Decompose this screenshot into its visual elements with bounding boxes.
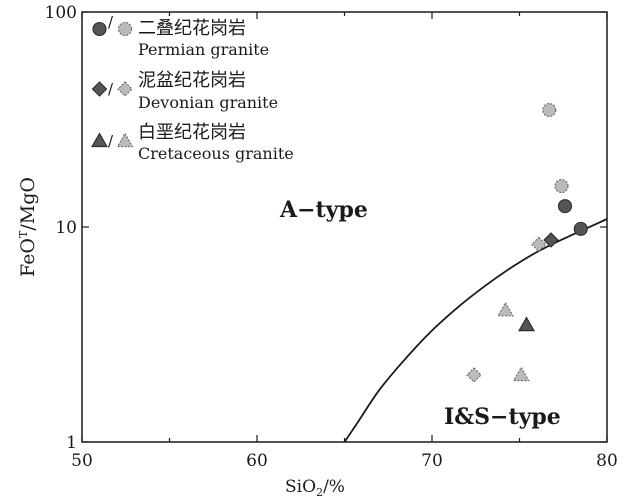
a-type-label: A−type [279, 197, 368, 223]
legend-sep-2: / [108, 80, 114, 98]
diamond-point-light [530, 236, 547, 253]
y-axis-title: FeOT/MgO [17, 177, 39, 277]
y-axis-title-sup: T [17, 230, 30, 238]
legend-sep-1: / [108, 13, 114, 31]
a-type-boundary-curve [343, 218, 608, 443]
legend: / / / 二叠纪花岗岩 Permian granite 泥盆纪花岗岩 Devo… [91, 13, 294, 163]
legend-circle-dark [92, 21, 107, 37]
x-axis-title-tail: /% [323, 477, 345, 497]
legend-circle-light [117, 21, 133, 37]
legend-cretaceous-en: Cretaceous granite [138, 144, 294, 163]
x-tick-label: 60 [246, 451, 268, 471]
circle-point-dark [557, 199, 573, 214]
x-tick-label: 70 [421, 451, 443, 471]
diamond-point-dark [543, 232, 559, 248]
legend-diamond-dark [91, 81, 108, 97]
legend-markers [91, 21, 134, 148]
diamond-point-light [466, 367, 482, 383]
legend-devonian-en: Devonian granite [138, 93, 278, 112]
circle-point-light [542, 102, 557, 118]
legend-triangle-dark [91, 132, 108, 148]
legend-diamond-light [117, 81, 133, 97]
legend-sep-3: / [108, 132, 114, 150]
y-tick-label: 100 [45, 3, 77, 23]
legend-permian-cn: 二叠纪花岗岩 [138, 18, 246, 39]
x-axis-title-sub: 2 [316, 486, 323, 499]
triangle-point-light [512, 366, 530, 382]
x-tick-label: 80 [596, 451, 618, 471]
y-axis-title-main: FeO [17, 238, 39, 277]
x-tick-label: 50 [71, 451, 93, 471]
circle-point-light [554, 179, 569, 194]
y-axis-title-tail: /MgO [17, 177, 39, 231]
x-tick-labels: 50 60 70 80 [71, 451, 618, 471]
x-axis-title: SiO2/% [285, 477, 345, 499]
legend-cretaceous-cn: 白垩纪花岗岩 [138, 122, 246, 143]
x-axis-title-main: SiO [285, 477, 316, 497]
y-tick-labels: 1 10 100 [45, 3, 77, 453]
circle-point-dark [573, 221, 588, 236]
axis-ticks [81, 11, 608, 443]
is-type-label: I&S−type [444, 404, 561, 430]
data-points [466, 102, 588, 383]
legend-triangle-light [116, 132, 134, 148]
triangle-point-light [497, 301, 514, 317]
legend-devonian-cn: 泥盆纪花岗岩 [138, 70, 246, 91]
legend-permian-en: Permian granite [138, 40, 269, 59]
y-tick-label: 1 [66, 433, 77, 453]
triangle-point-dark [518, 316, 535, 332]
y-tick-label: 10 [55, 218, 77, 238]
